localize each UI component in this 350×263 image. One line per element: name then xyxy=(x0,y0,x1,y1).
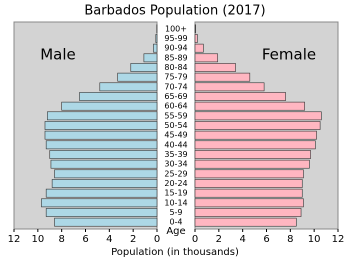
x-tick-label: 12 xyxy=(8,234,21,245)
bar xyxy=(143,53,158,63)
x-axis-label: Population (in thousands) xyxy=(111,247,239,258)
bar xyxy=(194,121,321,130)
bar xyxy=(153,43,158,53)
bar xyxy=(194,179,303,188)
bar xyxy=(79,92,158,101)
bar xyxy=(194,150,311,159)
bar xyxy=(117,72,158,82)
bar xyxy=(194,72,251,82)
bar xyxy=(99,82,158,92)
bar xyxy=(194,34,198,43)
bar xyxy=(41,198,158,208)
bar xyxy=(54,217,158,227)
x-tick-label: 12 xyxy=(332,234,345,245)
x-tick-label: 10 xyxy=(31,234,44,245)
category-label: 85-89 xyxy=(164,53,187,62)
bar xyxy=(194,140,316,150)
bar xyxy=(49,150,158,159)
bar xyxy=(194,111,322,121)
bar xyxy=(61,101,158,111)
category-label: 55-59 xyxy=(164,111,187,120)
bar xyxy=(44,121,158,130)
x-tick-label: 0 xyxy=(154,234,160,245)
x-tick-label: 2 xyxy=(130,234,136,245)
category-label: 5-9 xyxy=(169,208,182,217)
bar xyxy=(45,140,158,150)
bar xyxy=(194,53,218,63)
x-tick-label: 2 xyxy=(216,234,222,245)
bar xyxy=(155,34,158,43)
legend-label: Male xyxy=(40,46,76,64)
category-axis-label: Age xyxy=(166,226,185,237)
bar xyxy=(50,159,158,169)
category-label: 65-69 xyxy=(164,92,187,101)
category-label: 0-4 xyxy=(169,218,182,227)
x-tick-label: 6 xyxy=(263,234,269,245)
bar xyxy=(44,130,158,140)
category-label: 90-94 xyxy=(164,44,187,53)
bar xyxy=(194,159,310,169)
bar xyxy=(45,208,158,217)
category-label: 35-39 xyxy=(164,150,187,159)
category-label: 95-99 xyxy=(164,34,187,43)
bar xyxy=(194,101,305,111)
category-label: 40-44 xyxy=(164,140,187,149)
category-label: 70-74 xyxy=(164,82,187,91)
bar xyxy=(194,24,196,34)
legend-label: Female xyxy=(262,46,316,64)
bar xyxy=(194,169,304,179)
x-tick-label: 6 xyxy=(82,234,88,245)
bar xyxy=(194,63,236,72)
category-label: 20-24 xyxy=(164,179,187,188)
x-tick-label: 8 xyxy=(287,234,293,245)
category-label: 50-54 xyxy=(164,121,187,130)
category-label: 15-19 xyxy=(164,189,187,198)
bar xyxy=(130,63,158,72)
bar xyxy=(45,188,158,198)
x-tick-label: 0 xyxy=(192,234,198,245)
bar xyxy=(194,217,297,227)
x-tick-label: 4 xyxy=(239,234,245,245)
bar xyxy=(194,43,204,53)
bar xyxy=(194,188,303,198)
bar xyxy=(194,92,286,101)
x-tick-label: 8 xyxy=(58,234,64,245)
bar xyxy=(51,179,158,188)
category-label: 60-64 xyxy=(164,102,187,111)
chart-title: Barbados Population (2017) xyxy=(84,4,265,19)
bar xyxy=(194,82,265,92)
bar xyxy=(54,169,158,179)
category-label: 100+ xyxy=(165,24,187,33)
x-tick-label: 4 xyxy=(106,234,112,245)
category-label: 30-34 xyxy=(164,160,187,169)
category-label: 25-29 xyxy=(164,169,187,178)
bar xyxy=(194,198,304,208)
category-label: 45-49 xyxy=(164,131,187,140)
bar xyxy=(194,130,317,140)
x-tick-label: 10 xyxy=(308,234,321,245)
category-label: 80-84 xyxy=(164,63,187,72)
category-label: 10-14 xyxy=(164,198,187,207)
category-label: 75-79 xyxy=(164,73,187,82)
bar xyxy=(47,111,158,121)
bar xyxy=(194,208,302,217)
